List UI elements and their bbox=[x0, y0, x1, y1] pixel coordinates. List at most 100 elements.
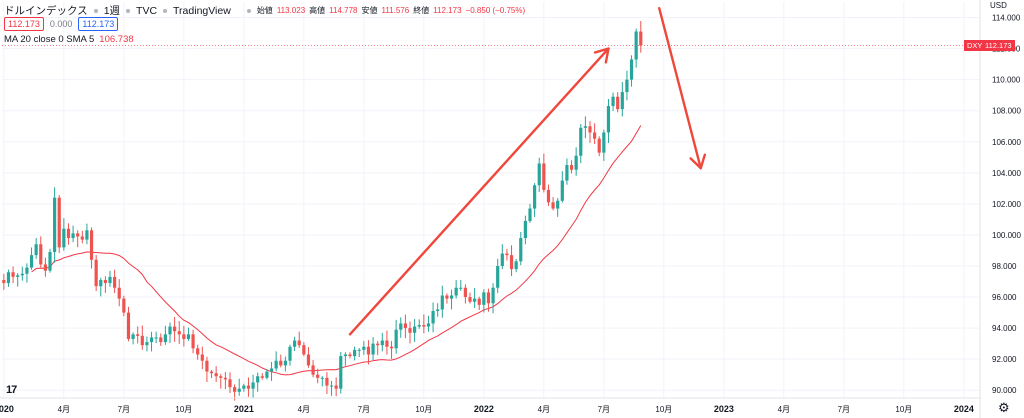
candle-body bbox=[343, 354, 347, 357]
candle bbox=[560, 171, 564, 203]
candle-body bbox=[616, 96, 620, 110]
candle-body bbox=[260, 376, 264, 378]
candle-body bbox=[537, 163, 541, 186]
candle-body bbox=[565, 165, 569, 181]
currency-label[interactable]: USD bbox=[990, 1, 1007, 10]
candle bbox=[403, 314, 407, 339]
candle bbox=[177, 321, 181, 344]
candle-body bbox=[496, 266, 500, 288]
indicator-value: 106.738 bbox=[99, 34, 134, 45]
bid-price-box[interactable]: 112.173 bbox=[4, 17, 44, 31]
candle-body bbox=[389, 346, 394, 349]
candle bbox=[606, 99, 611, 143]
candle-body bbox=[186, 334, 191, 339]
candle-body bbox=[182, 334, 186, 339]
low-key: 安値 bbox=[361, 6, 378, 15]
candle-body bbox=[593, 132, 597, 139]
candle bbox=[122, 295, 126, 317]
candle-body bbox=[431, 311, 435, 324]
price-axis: 90.000 92.000 94.000 96.000 98.000 100.000 102… bbox=[979, 0, 1021, 418]
candle-body bbox=[426, 323, 431, 327]
time-tick-label: 2022 bbox=[474, 404, 494, 414]
candle-body bbox=[519, 238, 523, 262]
candle bbox=[246, 377, 251, 397]
candle-body bbox=[103, 279, 107, 284]
candle-body bbox=[159, 337, 163, 343]
price-tick-label: 106.000 bbox=[992, 138, 1021, 147]
ask-price-box[interactable]: 112.173 bbox=[78, 17, 119, 31]
candle bbox=[616, 92, 620, 113]
candle bbox=[482, 289, 486, 313]
candle bbox=[173, 317, 177, 342]
candle-body bbox=[6, 272, 11, 284]
candle-body bbox=[629, 59, 634, 80]
candle-body bbox=[246, 385, 251, 389]
time-tick-label: 4月 bbox=[298, 405, 310, 414]
price-tick-label: 114.000 bbox=[992, 14, 1021, 23]
candle bbox=[639, 20, 643, 53]
candle bbox=[209, 369, 214, 379]
time-tick-label: 4月 bbox=[778, 405, 790, 414]
gear-icon[interactable]: ⚙ bbox=[998, 400, 1010, 415]
candle-body bbox=[463, 287, 467, 298]
candle bbox=[593, 123, 597, 145]
close-value: 112.173 bbox=[433, 6, 462, 15]
candle-body bbox=[509, 255, 514, 270]
candle bbox=[537, 157, 541, 192]
candle bbox=[329, 380, 334, 396]
candle bbox=[445, 293, 449, 304]
candle-body bbox=[357, 349, 361, 351]
separator-dot bbox=[93, 8, 98, 13]
candle-body bbox=[583, 126, 587, 128]
separator-dot bbox=[126, 8, 131, 13]
tradingview-logo-icon[interactable]: 17 bbox=[6, 384, 17, 396]
candle-body bbox=[588, 126, 592, 133]
indicator-legend[interactable]: MA 20 close 0 SMA 5 106.738 bbox=[4, 34, 134, 45]
candle-body bbox=[117, 287, 121, 299]
price-tick-label: 98.000 bbox=[992, 262, 1017, 271]
candle-body bbox=[297, 340, 301, 346]
candle-body bbox=[505, 253, 509, 256]
candle-body bbox=[149, 337, 154, 343]
candle bbox=[325, 372, 329, 395]
arrow-head bbox=[689, 157, 702, 170]
candle bbox=[43, 257, 47, 277]
candle-body bbox=[293, 340, 297, 347]
candle-body bbox=[639, 31, 643, 46]
candle-body bbox=[131, 334, 135, 339]
candle bbox=[196, 344, 200, 360]
bid-ask-row: 112.173 0.000 112.173 bbox=[4, 17, 119, 31]
candle-body bbox=[500, 253, 504, 266]
candle-body bbox=[48, 252, 52, 271]
candle bbox=[279, 354, 283, 368]
time-tick-label: 2023 bbox=[714, 404, 734, 414]
candle bbox=[454, 280, 458, 299]
candle-body bbox=[473, 298, 477, 302]
candle-body bbox=[108, 276, 112, 284]
high-value: 114.778 bbox=[329, 6, 358, 15]
candle-body bbox=[66, 228, 71, 239]
candle-body bbox=[316, 374, 320, 378]
candle-body bbox=[223, 377, 227, 380]
candle-body bbox=[113, 276, 117, 288]
candle-body bbox=[306, 354, 311, 366]
candle bbox=[274, 351, 278, 372]
candle bbox=[149, 331, 154, 352]
candle bbox=[62, 218, 66, 251]
candle bbox=[505, 248, 509, 261]
candle bbox=[514, 258, 518, 273]
interval-label[interactable]: 1週 bbox=[103, 5, 121, 17]
ohlc-values: 始値 113.023 高値 114.778 安値 111.576 終値 112.… bbox=[257, 5, 525, 16]
market-status-icon bbox=[246, 8, 251, 13]
arrow-head bbox=[604, 47, 610, 64]
candle bbox=[316, 368, 320, 384]
candle bbox=[311, 360, 315, 378]
candle bbox=[509, 245, 514, 276]
price-tick-label: 110.000 bbox=[992, 76, 1021, 85]
candle bbox=[519, 231, 523, 266]
open-value: 113.023 bbox=[276, 6, 306, 15]
candle bbox=[265, 369, 269, 380]
candle bbox=[288, 344, 292, 366]
symbol-name[interactable]: ドルインデックス bbox=[4, 5, 88, 17]
